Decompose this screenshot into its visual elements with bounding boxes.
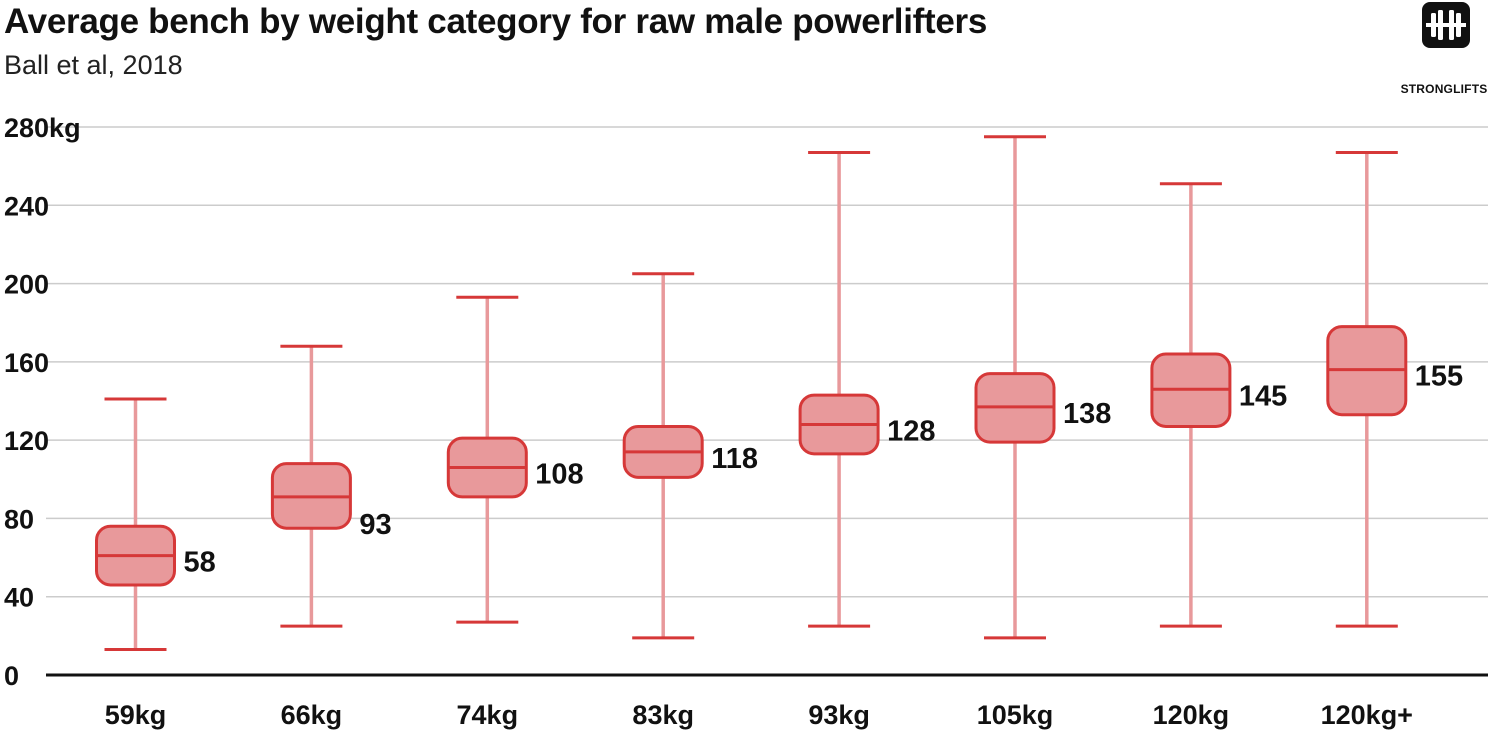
x-tick-label: 105kg [977,700,1054,730]
value-label: 93 [359,509,391,541]
y-tick-label: 80 [4,504,34,534]
x-tick-label: 74kg [457,700,519,730]
chart-subtitle: Ball et al, 2018 [4,50,183,80]
x-tick-label: 120kg [1153,700,1230,730]
y-tick-label: 40 [4,583,34,613]
y-tick-label: 240 [4,191,49,221]
y-tick-label: 280kg [4,113,81,143]
value-label: 108 [535,459,583,491]
value-label: 145 [1239,380,1287,412]
y-tick-label: 160 [4,348,49,378]
value-label: 58 [184,547,216,579]
x-tick-label: 83kg [632,700,694,730]
x-tick-label: 66kg [281,700,343,730]
chart-title: Average bench by weight category for raw… [4,2,987,41]
x-tick-label: 120kg+ [1321,700,1413,730]
stronglifts-logo: STRONGLIFTS [1400,2,1488,102]
value-label: 155 [1415,361,1463,393]
value-label: 118 [711,443,758,475]
barbell-icon [1422,2,1470,48]
value-label: 128 [887,415,935,447]
value-label: 138 [1063,398,1111,430]
y-tick-label: 0 [4,661,19,691]
y-tick-label: 120 [4,426,49,456]
y-tick-label: 200 [4,270,49,300]
x-tick-label: 93kg [808,700,870,730]
x-tick-label: 59kg [105,700,167,730]
logo-text: STRONGLIFTS [1400,82,1488,96]
